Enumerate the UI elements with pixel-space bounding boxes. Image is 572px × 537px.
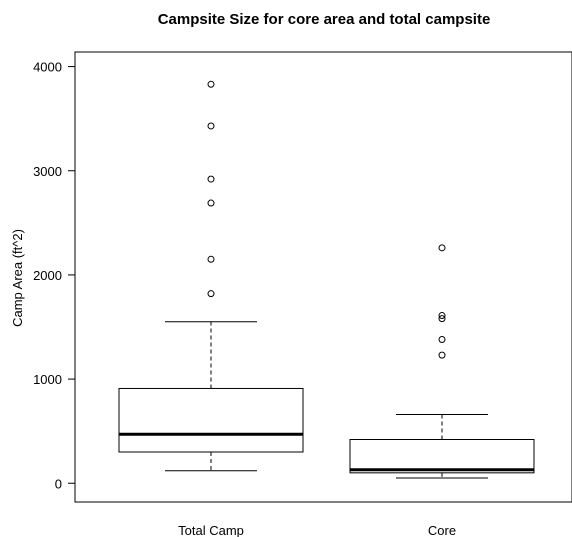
box-total-camp (118, 80, 304, 472)
outlier-point (207, 80, 215, 88)
y-tick-label: 3000 (33, 164, 62, 179)
plot-frame (74, 51, 572, 503)
y-axis: 0 1000 2000 3000 4000 (33, 60, 75, 491)
outlier-point (207, 175, 215, 183)
outlier-point (207, 122, 215, 130)
x-axis-labels: Total Camp Core (178, 523, 456, 537)
x-category-label: Core (428, 523, 456, 537)
outlier-point (438, 351, 446, 359)
boxes-group (118, 80, 535, 479)
outlier-point (207, 199, 215, 207)
y-tick-label: 0 (55, 476, 62, 491)
y-axis-label: Camp Area (ft^2) (10, 229, 25, 327)
iqr-box (118, 387, 304, 453)
y-tick-label: 2000 (33, 268, 62, 283)
outlier-point (438, 315, 446, 323)
outlier-point (207, 255, 215, 263)
outlier-point (438, 312, 446, 320)
y-tick-label: 4000 (33, 60, 62, 75)
y-tick-label: 1000 (33, 372, 62, 387)
outlier-point (207, 290, 215, 298)
iqr-box (349, 439, 535, 474)
chart-title: Campsite Size for core area and total ca… (158, 11, 491, 28)
box-core (349, 244, 535, 479)
x-category-label: Total Camp (178, 523, 244, 537)
outlier-point (438, 244, 446, 252)
outlier-point (438, 336, 446, 343)
